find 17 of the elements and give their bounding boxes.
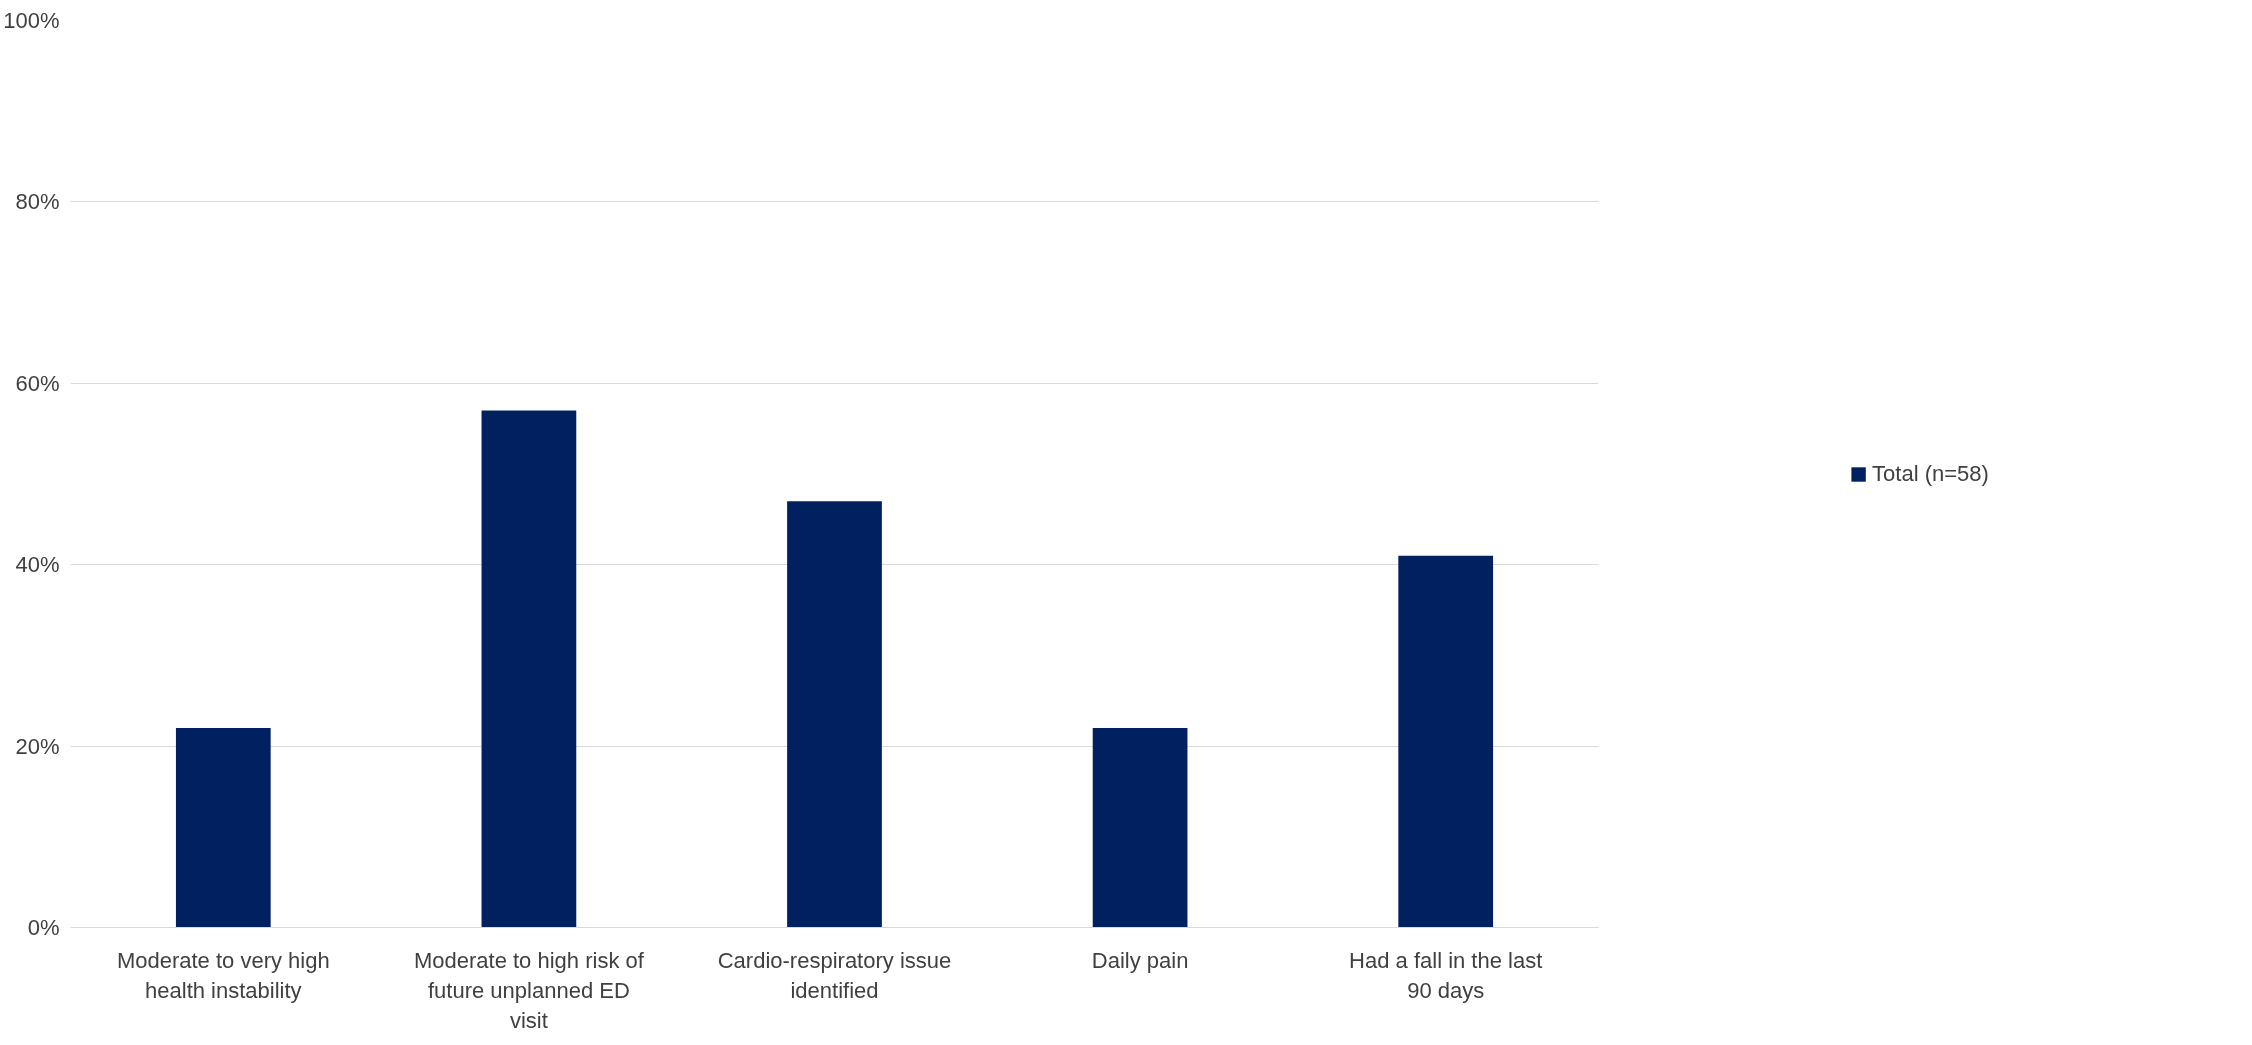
x-tick-label: Moderate to high risk of future unplanned ED visit xyxy=(413,947,645,1033)
x-tick-label: Had a fall in the last 90 days xyxy=(1349,947,1543,1003)
x-tick-label: Daily pain xyxy=(1091,947,1189,973)
bar xyxy=(1092,727,1188,928)
bar xyxy=(787,501,882,928)
y-tick-label: 20% xyxy=(15,733,60,759)
y-tick-label: 40% xyxy=(15,552,60,578)
bar xyxy=(1398,555,1494,928)
y-tick-label: 100% xyxy=(3,8,60,33)
y-tick-label: 80% xyxy=(15,189,60,215)
x-tick-label: Cardio-respiratory issue identified xyxy=(717,947,952,1003)
y-tick-label: 0% xyxy=(27,915,60,940)
x-tick-label: Moderate to very high health instability xyxy=(116,947,330,1003)
bar xyxy=(481,410,577,928)
legend-label: Total (n=58) xyxy=(1872,460,1989,487)
y-tick-label: 60% xyxy=(15,370,60,396)
bar xyxy=(175,727,271,928)
